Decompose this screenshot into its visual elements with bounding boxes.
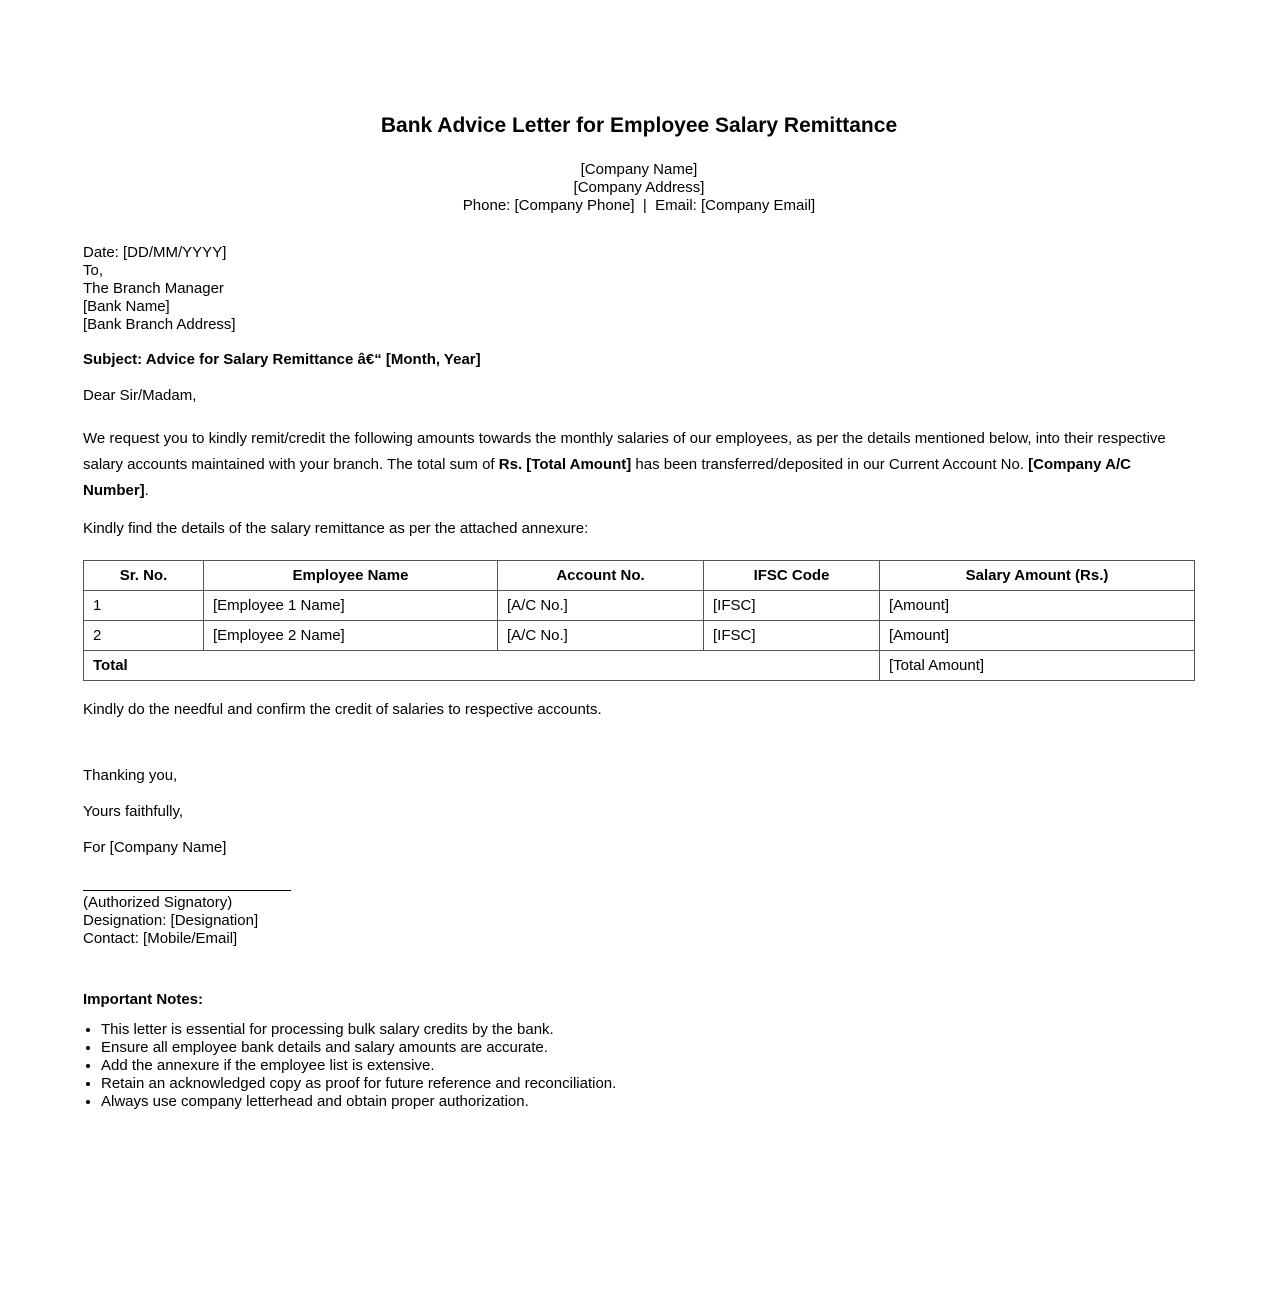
cell-ifsc: [IFSC] [703,620,880,651]
cell-employee-name: [Employee 2 Name] [203,620,498,651]
recipient-block: Date: [DD/MM/YYYY] To, The Branch Manage… [83,244,1195,334]
note-item: Retain an acknowledged copy as proof for… [101,1075,1195,1093]
document-title: Bank Advice Letter for Employee Salary R… [380,114,898,137]
cell-account-no: [A/C No.] [497,620,704,651]
company-contact-line: Phone: [Company Phone] | Email: [Company… [462,197,816,214]
table-header-row: Sr. No. Employee Name Account No. IFSC C… [83,560,1195,591]
body-text-3: . [144,482,149,499]
authorized-signatory-line: (Authorized Signatory) [83,894,233,911]
confirmation-line: Kindly do the needful and confirm the cr… [83,701,602,718]
header-account-no: Account No. [497,560,704,591]
header-employee-name: Employee Name [203,560,498,591]
cell-sr-no: 2 [83,620,204,651]
total-amount-cell: [Total Amount] [879,650,1195,681]
to-line: To, [83,262,104,279]
cell-employee-name: [Employee 1 Name] [203,590,498,621]
note-item: Ensure all employee bank details and sal… [101,1039,1195,1057]
body-text-2: has been transferred/deposited in our Cu… [631,456,1029,473]
cell-ifsc: [IFSC] [703,590,880,621]
contact-line: Contact: [Mobile/Email] [83,930,238,947]
note-item: Add the annexure if the employee list is… [101,1057,1195,1075]
designation-line: Designation: [Designation] [83,912,259,929]
cell-amount: [Amount] [879,590,1195,621]
faithfully-line: Yours faithfully, [83,803,184,820]
table-row: 1 [Employee 1 Name] [A/C No.] [IFSC] [Am… [83,590,1195,621]
note-item: This letter is essential for processing … [101,1021,1195,1039]
header-sr-no: Sr. No. [83,560,204,591]
bank-name-line: [Bank Name] [83,298,170,315]
cell-sr-no: 1 [83,590,204,621]
signature-block: (Authorized Signatory) Designation: [Des… [83,890,1195,948]
salary-remittance-table: Sr. No. Employee Name Account No. IFSC C… [83,560,1195,681]
header-ifsc-code: IFSC Code [703,560,880,591]
table-total-row: Total [Total Amount] [83,650,1195,681]
body-text-1: We request you to kindly remit/credit th… [83,430,1166,473]
salutation: Dear Sir/Madam, [83,387,197,404]
note-item: Always use company letterhead and obtain… [101,1093,1195,1111]
bank-branch-address-line: [Bank Branch Address] [83,316,236,333]
thanking-line: Thanking you, [83,767,178,784]
subject-line: Subject: Advice for Salary Remittance â€… [83,351,481,368]
company-account-inline: [Company A/C Number] [83,456,1131,499]
date-line: Date: [DD/MM/YYYY] [83,244,227,261]
notes-list: This letter is essential for processing … [83,1021,1195,1111]
header-salary-amount: Salary Amount (Rs.) [879,560,1195,591]
total-amount-inline: Rs. [Total Amount] [498,456,632,473]
total-label: Total [83,650,880,681]
branch-manager-line: The Branch Manager [83,280,224,297]
cell-amount: [Amount] [879,620,1195,651]
table-row: 2 [Employee 2 Name] [A/C No.] [IFSC] [Am… [83,620,1195,651]
body-paragraph: We request you to kindly remit/credit th… [83,426,1195,504]
company-name: [Company Name] [580,161,698,178]
company-address: [Company Address] [573,179,705,196]
cell-account-no: [A/C No.] [497,590,704,621]
for-company-line: For [Company Name] [83,839,227,856]
signature-underline [83,890,291,891]
company-header-block: [Company Name] [Company Address] Phone: … [83,161,1195,215]
notes-heading: Important Notes: [83,991,203,1008]
annexure-line: Kindly find the details of the salary re… [83,520,589,537]
